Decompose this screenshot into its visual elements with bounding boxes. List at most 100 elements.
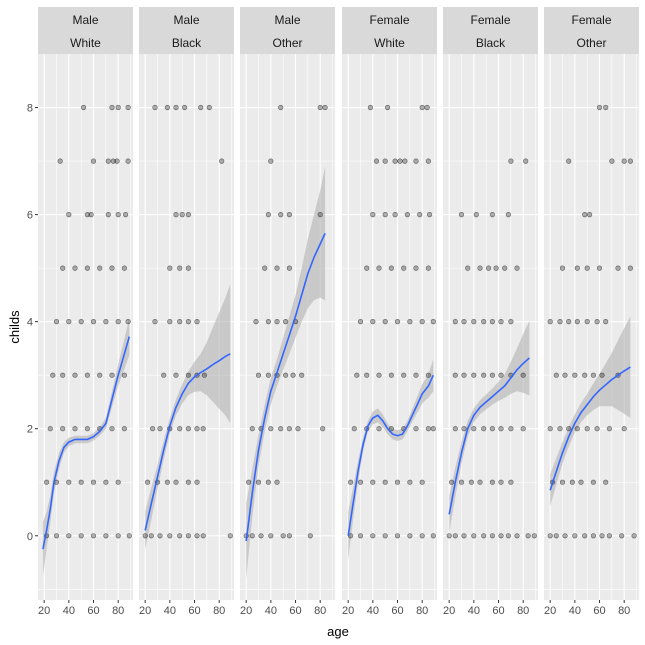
data-point bbox=[562, 533, 568, 539]
data-point bbox=[109, 265, 115, 271]
x-tick-label: 20 bbox=[38, 605, 50, 617]
data-point bbox=[606, 533, 613, 539]
facet-strip-sex: Female bbox=[369, 13, 409, 27]
data-point bbox=[461, 372, 467, 378]
data-point bbox=[60, 372, 66, 378]
data-point bbox=[392, 158, 398, 164]
x-tick-label: 80 bbox=[213, 605, 225, 617]
data-point bbox=[258, 533, 264, 539]
data-point bbox=[97, 372, 103, 378]
data-point bbox=[194, 479, 200, 485]
data-point bbox=[382, 479, 388, 485]
data-point bbox=[590, 372, 597, 378]
facet-panel-2: Male Other 20 40 60 80 bbox=[240, 7, 335, 617]
data-point bbox=[596, 104, 603, 111]
data-point bbox=[283, 319, 289, 325]
x-tick-label: 80 bbox=[416, 605, 428, 617]
data-point bbox=[109, 426, 115, 432]
data-point bbox=[578, 479, 584, 485]
data-point bbox=[574, 265, 580, 271]
data-point bbox=[419, 479, 425, 485]
data-point bbox=[486, 265, 492, 271]
data-point bbox=[582, 533, 588, 539]
data-point bbox=[514, 265, 520, 271]
data-point bbox=[357, 319, 364, 325]
data-point bbox=[498, 533, 504, 539]
data-point bbox=[177, 533, 183, 539]
panel-background bbox=[38, 54, 133, 600]
data-point bbox=[388, 426, 395, 432]
data-point bbox=[72, 265, 78, 271]
data-point bbox=[66, 479, 72, 485]
data-point bbox=[458, 212, 465, 218]
data-point bbox=[72, 426, 78, 432]
data-point bbox=[286, 426, 293, 432]
data-point bbox=[200, 426, 206, 432]
data-point bbox=[115, 479, 121, 485]
data-point bbox=[177, 265, 183, 271]
data-point bbox=[121, 426, 127, 432]
data-point bbox=[557, 319, 563, 325]
x-tick-label: 80 bbox=[112, 605, 124, 617]
data-point bbox=[201, 372, 207, 378]
data-point bbox=[278, 426, 284, 432]
data-point bbox=[110, 158, 116, 164]
data-point bbox=[376, 265, 382, 271]
data-point bbox=[268, 158, 274, 164]
data-point bbox=[348, 479, 354, 485]
data-point bbox=[351, 426, 357, 432]
data-point bbox=[419, 533, 425, 539]
data-point bbox=[523, 158, 529, 164]
data-point bbox=[458, 479, 465, 485]
data-point bbox=[317, 104, 323, 111]
data-point bbox=[566, 158, 572, 164]
data-point bbox=[268, 426, 274, 432]
data-point bbox=[566, 319, 572, 325]
data-point bbox=[481, 533, 487, 539]
facet-strip bbox=[240, 7, 335, 54]
data-point bbox=[449, 479, 455, 485]
facet-panel-3: Female White 20 40 60 80 bbox=[342, 7, 437, 617]
data-point bbox=[164, 479, 170, 485]
data-point bbox=[424, 104, 430, 111]
data-point bbox=[471, 319, 477, 325]
data-point bbox=[185, 319, 191, 325]
data-point bbox=[370, 533, 376, 539]
data-point bbox=[115, 104, 121, 111]
data-point bbox=[370, 479, 376, 485]
data-point bbox=[489, 212, 496, 218]
facet-strip-race: White bbox=[70, 36, 101, 50]
data-point bbox=[53, 319, 60, 325]
smooth-line bbox=[448, 357, 530, 515]
data-point bbox=[185, 426, 191, 432]
x-axis-title: age bbox=[327, 624, 349, 639]
data-point bbox=[90, 158, 97, 164]
y-tick-label: 2 bbox=[27, 424, 33, 436]
data-point bbox=[508, 426, 514, 432]
data-point bbox=[557, 426, 563, 432]
data-point bbox=[382, 533, 388, 539]
data-point bbox=[246, 479, 252, 485]
data-point bbox=[425, 426, 432, 432]
data-point bbox=[505, 533, 512, 539]
data-point bbox=[388, 372, 395, 378]
data-point bbox=[461, 426, 467, 432]
data-point bbox=[606, 426, 613, 432]
data-point bbox=[167, 533, 173, 539]
data-point bbox=[357, 479, 364, 485]
data-point bbox=[498, 372, 504, 378]
x-tick-label: 20 bbox=[342, 605, 354, 617]
data-point bbox=[53, 533, 60, 539]
data-point bbox=[481, 372, 487, 378]
data-point bbox=[307, 533, 313, 539]
data-point bbox=[430, 426, 436, 432]
data-point bbox=[407, 319, 413, 325]
data-point bbox=[148, 533, 154, 539]
data-point bbox=[498, 319, 504, 325]
data-point bbox=[78, 319, 84, 325]
data-point bbox=[122, 212, 129, 218]
data-point bbox=[167, 265, 173, 271]
data-point bbox=[382, 212, 388, 218]
data-point bbox=[413, 372, 419, 378]
